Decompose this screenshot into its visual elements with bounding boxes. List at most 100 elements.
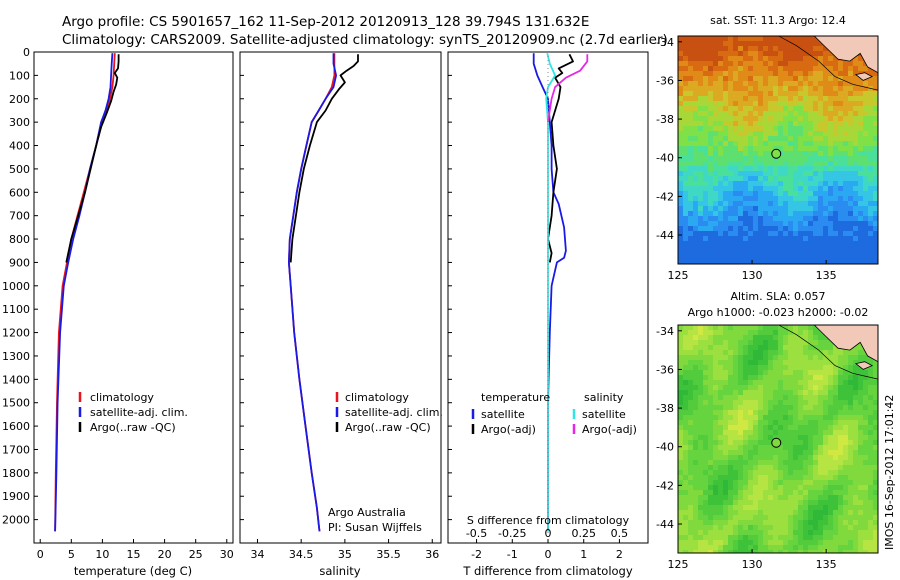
map-cell [793, 475, 798, 480]
map-cell [798, 71, 803, 76]
map-cell [788, 520, 793, 525]
map-cell [688, 111, 693, 116]
map-cell [723, 440, 728, 445]
map-cell [683, 440, 688, 445]
map-cell [803, 350, 808, 355]
map-cell [678, 41, 683, 46]
map-cell [728, 246, 733, 251]
map-cell [678, 365, 683, 370]
map-cell [873, 445, 878, 450]
series-line-argo-raw-qc- [289, 54, 359, 263]
map-cell [763, 375, 768, 380]
map-cell [698, 221, 703, 226]
map-cell [788, 390, 793, 395]
map-cell [853, 256, 858, 261]
map-cell [818, 440, 823, 445]
map-cell [848, 136, 853, 141]
map-cell [798, 246, 803, 251]
map-cell [703, 221, 708, 226]
map-cell [813, 71, 818, 76]
map-cell [678, 121, 683, 126]
map-cell [863, 161, 868, 166]
map-cell [713, 141, 718, 146]
map-cell [873, 196, 878, 201]
map-cell [738, 365, 743, 370]
map-cell [828, 540, 833, 545]
map-cell [808, 460, 813, 465]
map-cell [723, 41, 728, 46]
map-cell [818, 211, 823, 216]
map-cell [803, 221, 808, 226]
map-cell [703, 440, 708, 445]
y-tick-label: -44 [656, 229, 674, 242]
map-cell [873, 470, 878, 475]
map-cell [863, 490, 868, 495]
map-cell [823, 201, 828, 206]
map-cell [828, 201, 833, 206]
map-cell [703, 241, 708, 246]
map-cell [848, 400, 853, 405]
map-cell [808, 520, 813, 525]
map-cell [713, 365, 718, 370]
map-cell [738, 246, 743, 251]
map-cell [753, 141, 758, 146]
map-cell [733, 101, 738, 106]
map-cell [698, 335, 703, 340]
map-cell [683, 76, 688, 81]
map-cell [833, 390, 838, 395]
map-cell [873, 425, 878, 430]
map-cell [773, 256, 778, 261]
map-cell [763, 370, 768, 375]
map-cell [683, 345, 688, 350]
map-cell [763, 96, 768, 101]
map-cell [693, 51, 698, 56]
map-cell [698, 385, 703, 390]
map-cell [738, 96, 743, 101]
map-cell [688, 126, 693, 131]
map-cell [778, 415, 783, 420]
map-cell [858, 171, 863, 176]
map-cell [738, 505, 743, 510]
map-cell [858, 81, 863, 86]
map-cell [848, 146, 853, 151]
map-cell [753, 116, 758, 121]
map-cell [843, 251, 848, 256]
map-cell [738, 345, 743, 350]
map-cell [833, 106, 838, 111]
map-cell [813, 365, 818, 370]
map-cell [813, 121, 818, 126]
map-cell [683, 96, 688, 101]
map-cell [778, 455, 783, 460]
map-cell [863, 156, 868, 161]
map-cell [683, 485, 688, 490]
map-cell [708, 146, 713, 151]
map-cell [843, 231, 848, 236]
map-cell [858, 56, 863, 61]
map-cell [863, 216, 868, 221]
map-cell [858, 410, 863, 415]
map-cell [683, 86, 688, 91]
map-cell [848, 71, 853, 76]
map-cell [853, 520, 858, 525]
map-cell [808, 56, 813, 61]
map-cell [718, 435, 723, 440]
map-cell [838, 535, 843, 540]
map-cell [793, 505, 798, 510]
map-cell [708, 231, 713, 236]
map-cell [793, 550, 798, 553]
map-cell [688, 455, 693, 460]
map-cell [873, 540, 878, 545]
map-cell [678, 400, 683, 405]
map-cell [768, 261, 773, 264]
map-cell [728, 390, 733, 395]
map-cell [688, 375, 693, 380]
map-cell [853, 86, 858, 91]
map-cell [868, 505, 873, 510]
map-cell [803, 41, 808, 46]
map-cell [788, 335, 793, 340]
map-cell [873, 480, 878, 485]
map-cell [708, 330, 713, 335]
map-cell [693, 71, 698, 76]
map-cell [683, 335, 688, 340]
map-cell [778, 450, 783, 455]
